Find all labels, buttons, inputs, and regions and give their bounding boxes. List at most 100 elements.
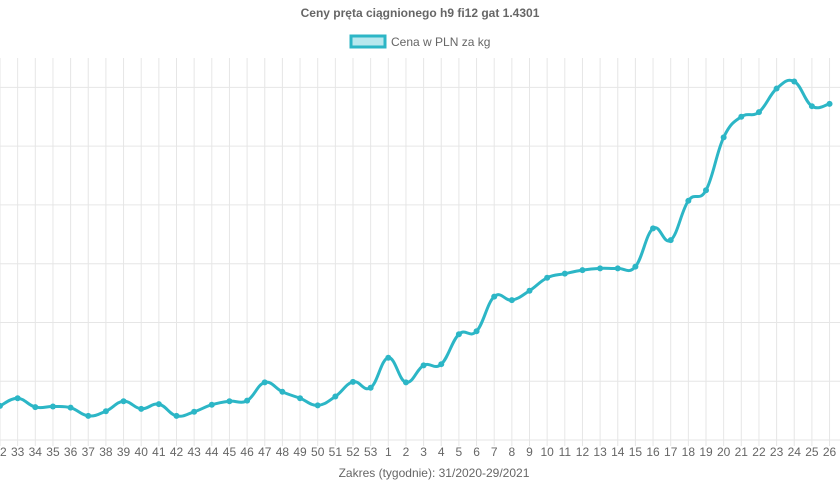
grid — [0, 58, 840, 446]
x-tick-label: 49 — [293, 445, 307, 459]
data-point[interactable] — [755, 109, 762, 116]
x-tick-label: 39 — [117, 445, 131, 459]
data-point[interactable] — [579, 267, 586, 274]
x-tick-label: 24 — [788, 445, 802, 459]
x-tick-label: 15 — [629, 445, 643, 459]
data-point[interactable] — [773, 85, 780, 92]
x-tick-label: 8 — [509, 445, 516, 459]
x-tick-label: 45 — [223, 445, 237, 459]
x-tick-label: 22 — [752, 445, 766, 459]
x-tick-label: 51 — [329, 445, 343, 459]
x-tick-label: 37 — [82, 445, 96, 459]
legend-swatch — [349, 34, 387, 49]
x-tick-label: 19 — [699, 445, 713, 459]
x-tick-label: 2 — [403, 445, 410, 459]
data-point[interactable] — [85, 412, 92, 419]
data-point[interactable] — [703, 187, 709, 194]
x-tick-label: 26 — [823, 445, 837, 459]
data-point[interactable] — [138, 405, 145, 412]
data-point[interactable] — [508, 297, 515, 304]
x-tick-label: 18 — [682, 445, 696, 459]
x-tick-label: 20 — [717, 445, 731, 459]
data-point[interactable] — [279, 388, 286, 395]
legend-label: Cena w PLN za kg — [391, 35, 490, 49]
data-point[interactable] — [332, 393, 339, 400]
data-point[interactable] — [438, 361, 445, 368]
x-tick-label: 53 — [364, 445, 378, 459]
data-point[interactable] — [526, 287, 533, 294]
x-tick-label: 6 — [473, 445, 480, 459]
data-point[interactable] — [826, 100, 833, 107]
x-axis-title: Zakres (tygodnie): 31/2020-29/2021 — [339, 466, 530, 480]
data-point[interactable] — [544, 274, 551, 281]
x-tick-label: 40 — [135, 445, 149, 459]
x-tick-label: 33 — [11, 445, 25, 459]
data-point[interactable] — [473, 328, 480, 335]
data-point[interactable] — [420, 362, 427, 369]
data-point[interactable] — [791, 78, 798, 85]
data-point[interactable] — [208, 401, 215, 408]
data-point[interactable] — [155, 401, 162, 408]
legend[interactable]: Cena w PLN za kg — [349, 34, 490, 49]
data-point[interactable] — [244, 397, 251, 404]
x-tick-label: 23 — [770, 445, 784, 459]
x-tick-label: 9 — [526, 445, 533, 459]
data-point[interactable] — [102, 408, 109, 415]
data-point[interactable] — [367, 384, 374, 391]
x-tick-label: 3 — [420, 445, 427, 459]
data-point[interactable] — [632, 263, 639, 270]
x-tick-label: 7 — [491, 445, 498, 459]
x-tick-label: 1 — [385, 445, 392, 459]
x-tick-label: 10 — [540, 445, 554, 459]
x-tick-label: 42 — [170, 445, 184, 459]
data-point[interactable] — [561, 270, 568, 277]
x-tick-label: 4 — [438, 445, 445, 459]
x-tick-label: 11 — [559, 445, 572, 459]
data-point[interactable] — [350, 378, 356, 385]
data-point[interactable] — [67, 404, 74, 411]
data-point[interactable] — [297, 395, 304, 402]
x-tick-label: 13 — [593, 445, 607, 459]
x-tick-label: 36 — [64, 445, 78, 459]
data-point[interactable] — [0, 402, 3, 409]
x-tick-label: 43 — [187, 445, 201, 459]
data-point[interactable] — [120, 398, 127, 405]
data-point[interactable] — [808, 103, 815, 110]
x-tick-label: 46 — [240, 445, 254, 459]
data-point[interactable] — [191, 408, 198, 415]
series-line — [0, 78, 830, 418]
x-tick-label: 48 — [276, 445, 290, 459]
data-points[interactable] — [0, 78, 833, 419]
data-point[interactable] — [650, 225, 657, 232]
x-tick-label: 34 — [29, 445, 43, 459]
data-point[interactable] — [173, 412, 180, 419]
data-point[interactable] — [385, 354, 392, 361]
data-point[interactable] — [614, 265, 621, 272]
data-point[interactable] — [720, 134, 727, 141]
data-point[interactable] — [597, 265, 604, 272]
x-tick-label: 44 — [205, 445, 219, 459]
data-point[interactable] — [491, 293, 498, 300]
x-tick-label: 50 — [311, 445, 325, 459]
x-tick-label: 17 — [664, 445, 678, 459]
chart-title: Ceny pręta ciągnionego h9 fi12 gat 1.430… — [301, 6, 540, 20]
x-tick-label: 14 — [611, 445, 625, 459]
data-point[interactable] — [49, 403, 56, 410]
data-point[interactable] — [667, 237, 674, 244]
data-point[interactable] — [261, 379, 268, 386]
data-point[interactable] — [314, 402, 321, 409]
x-tick-label: 41 — [152, 445, 166, 459]
x-tick-label: 16 — [646, 445, 660, 459]
data-point[interactable] — [738, 113, 745, 120]
data-point[interactable] — [685, 197, 692, 204]
data-point[interactable] — [455, 331, 462, 338]
x-tick-label: 5 — [456, 445, 463, 459]
data-point[interactable] — [32, 404, 39, 411]
data-point[interactable] — [402, 379, 409, 386]
x-tick-label: 47 — [258, 445, 272, 459]
data-point[interactable] — [226, 398, 233, 405]
x-tick-label: 52 — [346, 445, 360, 459]
x-tick-label: 35 — [46, 445, 60, 459]
data-point[interactable] — [14, 395, 21, 402]
